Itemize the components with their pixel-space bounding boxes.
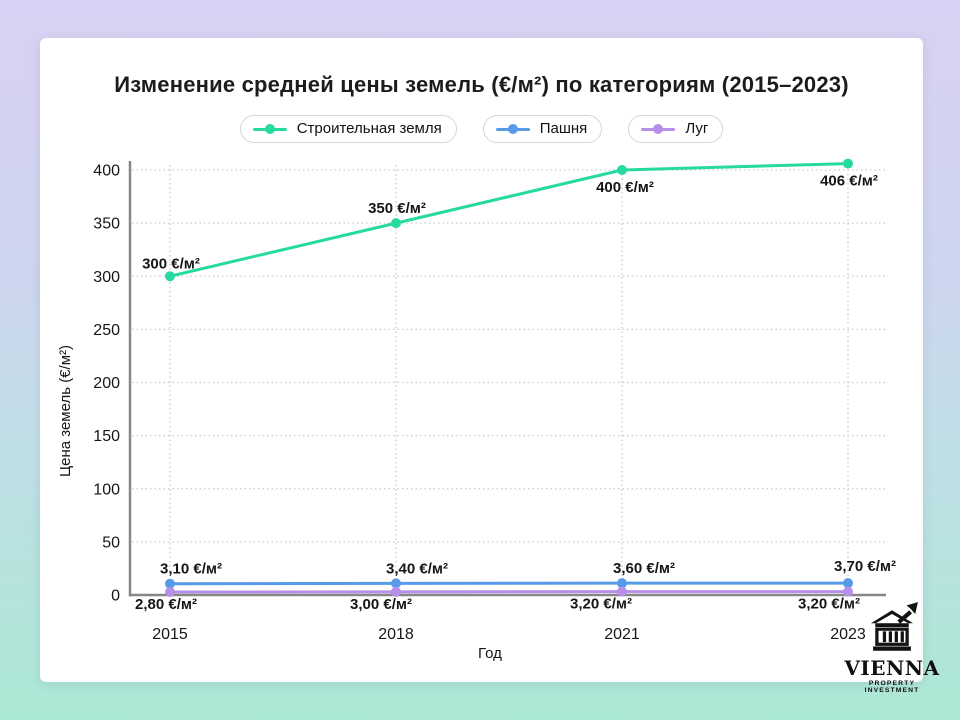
data-point-label: 350 €/м² [368,200,426,217]
y-tick-label: 400 [93,163,120,180]
data-point-label: 300 €/м² [142,255,200,272]
vienna-logo: VIENNA PROPERTY INVESTMENT [842,602,942,694]
y-tick-label: 100 [93,481,120,498]
data-point [165,578,175,589]
data-point [391,586,401,597]
data-point-label: 2,80 €/м² [135,596,197,613]
legend: Строительная земля Пашня Луг [40,115,923,143]
series-line [168,581,850,586]
data-point-label: 3,60 €/м² [613,560,675,577]
y-tick-label: 250 [93,322,120,339]
y-tick-label: 0 [111,588,120,605]
data-point-label: 3,10 €/м² [160,561,222,578]
data-point-label: 406 €/м² [820,173,878,190]
data-point [391,218,401,229]
legend-item-arable[interactable]: Пашня [482,115,603,143]
y-tick-label: 150 [93,428,120,445]
bank-building-growth-icon [870,602,918,651]
data-point [391,578,401,589]
logo-tagline: PROPERTY INVESTMENT [864,679,920,694]
x-tick-label: 2021 [604,626,640,643]
chart-card: Изменение средней цены земель (€/м²) по … [40,38,923,682]
data-point-label: 3,20 €/м² [570,596,632,613]
data-point [617,578,627,589]
legend-item-label: Строительная земля [296,120,442,137]
y-axis-title: Цена земель (€/м²) [57,345,74,477]
data-point-label: 3,40 €/м² [386,560,448,577]
legend-item-meadow[interactable]: Луг [628,115,724,143]
data-point-label: 3,70 €/м² [834,558,896,575]
line-dot-marker-icon [252,123,287,135]
data-point [617,586,627,597]
y-tick-label: 300 [93,269,120,286]
data-point [617,165,627,175]
data-point-label: 3,00 €/м² [350,596,412,613]
series-line [168,162,850,278]
line-dot-marker-icon [641,123,676,135]
legend-item-label: Пашня [539,120,588,137]
data-point [165,587,175,598]
y-tick-label: 50 [102,534,120,551]
data-point [843,578,853,589]
line-dot-marker-icon [495,123,530,135]
x-axis-title: Год [478,645,502,662]
data-point [843,586,853,597]
y-tick-label: 350 [93,216,120,233]
data-point [165,271,175,282]
logo-name: VIENNA [844,656,940,680]
legend-item-label: Луг [685,120,709,137]
legend-item-building-land[interactable]: Строительная земля [239,115,457,143]
x-tick-label: 2015 [152,626,188,643]
y-tick-label: 200 [93,375,120,392]
data-point-label: 400 €/м² [596,179,654,196]
data-point [843,158,853,169]
chart-title: Изменение средней цены земель (€/м²) по … [114,72,849,97]
x-tick-label: 2018 [378,626,414,643]
